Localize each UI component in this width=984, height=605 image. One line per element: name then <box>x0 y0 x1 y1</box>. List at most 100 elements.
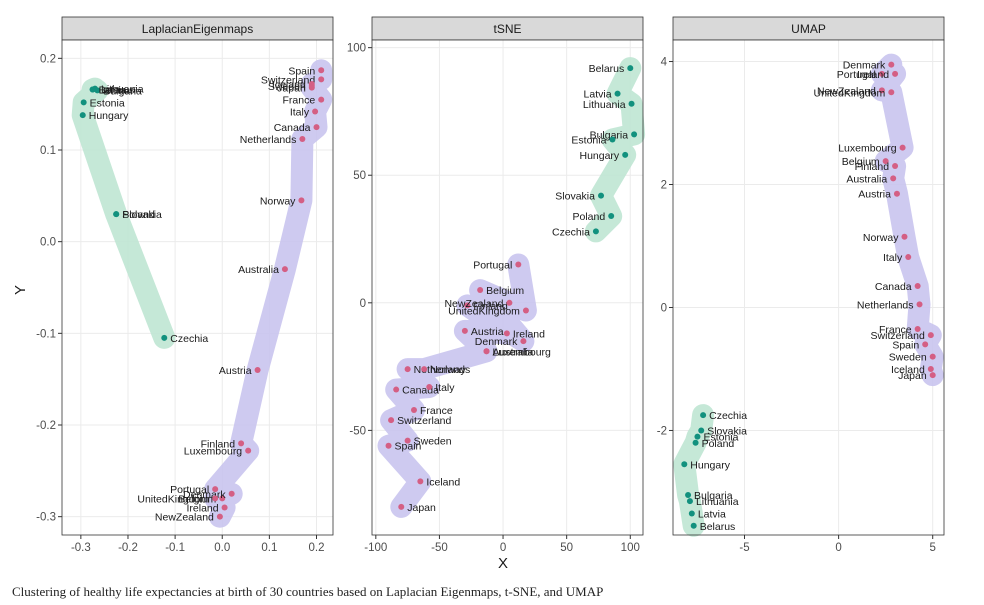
data-point <box>905 254 912 261</box>
point-label: Belgium <box>178 493 216 505</box>
point-label: Norway <box>863 232 899 244</box>
point-label: Japan <box>407 502 436 514</box>
data-point <box>298 197 305 204</box>
facet-panel: LaplacianEigenmaps -0.3 -0.2 -0.1 0.0 0.1 0.2 0… <box>36 16 334 554</box>
point-label: Sweden <box>268 81 306 93</box>
data-point <box>622 151 629 158</box>
data-point <box>698 427 705 434</box>
point-label: Sweden <box>889 352 927 364</box>
data-point <box>318 76 325 83</box>
point-label: Australia <box>493 346 534 358</box>
data-point <box>690 522 697 529</box>
y-tick-label: -50 <box>349 425 366 437</box>
point-label: Ireland <box>186 503 218 515</box>
data-point <box>520 338 527 345</box>
data-point <box>385 442 392 449</box>
data-point <box>318 96 325 103</box>
data-point <box>161 334 168 341</box>
data-point <box>882 158 889 165</box>
data-point <box>94 87 101 94</box>
point-label: Belarus <box>700 521 736 533</box>
data-point <box>219 495 226 502</box>
data-point <box>892 70 899 77</box>
point-label: Luxembourg <box>493 346 552 358</box>
data-point <box>700 412 707 419</box>
data-point <box>901 233 908 240</box>
point-label: Japan <box>277 83 306 95</box>
x-tick-label: 0.1 <box>261 542 277 554</box>
point-label: Spain <box>892 339 919 351</box>
figure-caption: Clustering of healthy life expectancies … <box>12 584 604 599</box>
data-point <box>404 366 411 373</box>
point-label: Ireland <box>857 69 889 81</box>
data-point <box>221 504 228 511</box>
x-tick-label: 0 <box>835 542 841 554</box>
data-point <box>890 175 897 182</box>
point-label: Lithuania <box>583 99 626 111</box>
data-point <box>483 348 490 355</box>
data-point <box>631 131 638 138</box>
point-label: Canada <box>402 385 439 397</box>
y-tick-label: 0.1 <box>40 145 56 157</box>
data-point <box>464 302 471 309</box>
point-label: UnitedKingdom <box>137 493 209 505</box>
data-point <box>609 136 616 143</box>
point-label: Spain <box>288 65 315 77</box>
point-label: Poland <box>702 438 735 450</box>
point-label: Italy <box>883 252 903 264</box>
data-point <box>313 124 320 131</box>
data-point <box>388 417 395 424</box>
point-label: Portugal <box>170 484 209 496</box>
data-point <box>299 136 306 142</box>
data-point <box>686 498 693 505</box>
data-point <box>888 89 895 96</box>
faceted-scatter-figure: Y X LaplacianEigenmaps -0.3 -0.2 -0.1 0.0 0.1… <box>12 16 945 572</box>
point-label: Czechia <box>552 226 590 238</box>
data-point <box>212 495 219 502</box>
point-label: Norway <box>260 195 296 207</box>
point-label: Netherlands <box>414 364 471 376</box>
data-point <box>228 490 235 497</box>
data-point <box>878 70 885 77</box>
point-label: Portugal <box>473 260 512 272</box>
point-label: Estonia <box>703 432 738 444</box>
point-label: Iceland <box>426 476 460 488</box>
point-label: UnitedKingdom <box>448 305 520 317</box>
data-point <box>892 163 899 170</box>
point-label: Italy <box>435 382 455 394</box>
point-label: Norway <box>430 364 466 376</box>
data-point <box>113 211 120 218</box>
facet-title: LaplacianEigenmaps <box>142 22 253 36</box>
data-point <box>238 440 245 447</box>
point-label: Spain <box>395 441 422 453</box>
data-point <box>929 372 936 379</box>
data-point <box>927 365 934 372</box>
data-point <box>503 330 510 337</box>
point-label: Switzerland <box>261 74 315 86</box>
y-tick-label: 2 <box>661 180 667 192</box>
point-label: Canada <box>875 281 912 293</box>
data-point <box>515 261 522 268</box>
data-point <box>308 84 315 91</box>
point-label: Finland <box>473 300 508 312</box>
point-label: Czechia <box>170 333 208 345</box>
point-label: Latvia <box>698 508 726 520</box>
point-label: Finland <box>855 161 890 173</box>
point-label: NewZealand <box>817 85 876 97</box>
panel-background <box>372 40 643 535</box>
data-point <box>688 510 695 517</box>
point-label: Portugal <box>837 69 876 81</box>
point-label: UnitedKingdom <box>814 87 886 99</box>
data-point <box>426 384 433 391</box>
point-label: Netherlands <box>240 134 297 146</box>
data-point <box>522 307 529 314</box>
x-tick-label: 0.0 <box>214 542 230 554</box>
point-label: Slovakia <box>707 425 747 437</box>
data-point <box>627 65 634 72</box>
data-point <box>927 332 934 339</box>
data-point <box>899 144 906 151</box>
data-point <box>598 192 605 199</box>
data-point <box>628 100 635 107</box>
point-label: Lithuania <box>696 496 739 508</box>
point-label: Switzerland <box>397 415 451 427</box>
